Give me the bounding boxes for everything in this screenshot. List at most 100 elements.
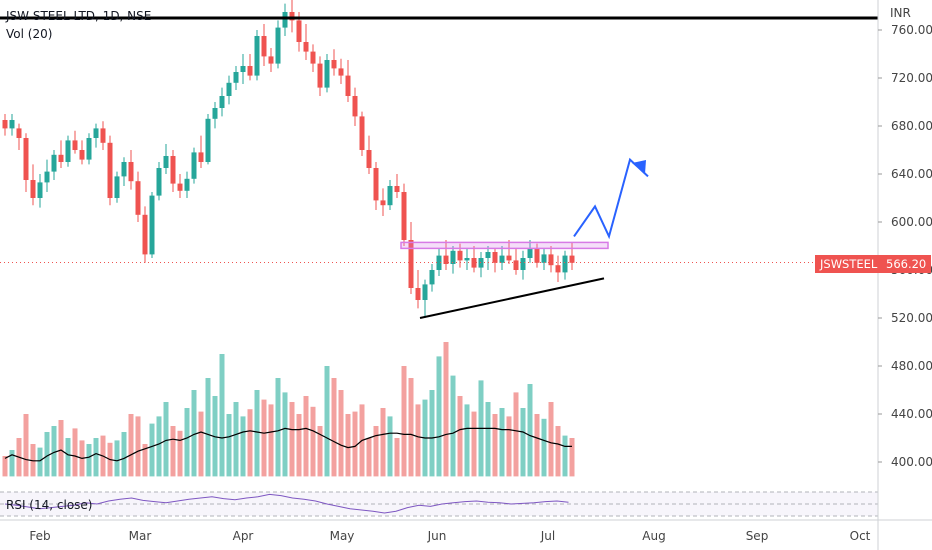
volume-label: Vol (20) [6,27,52,41]
volume-bar [37,447,43,477]
volume-bar [366,438,372,477]
support-trendline [419,277,605,319]
candle-body [121,162,127,177]
candle-body [520,258,526,270]
candle-body [261,36,267,57]
volume-bar [310,406,316,477]
volume-bar [282,392,288,477]
volume-bar [163,402,169,477]
volume-bar [149,423,155,477]
rsi-label: RSI (14, close) [6,498,92,512]
candle-body [485,252,491,258]
volume-bar [324,366,330,477]
volume-bar [373,426,379,477]
time-tick-label: Jul [540,529,555,543]
volume-bar [58,420,64,477]
candle-body [100,128,106,143]
candle-body [450,250,456,264]
volume-bar [506,416,512,477]
time-tick-label: Feb [29,529,50,543]
rsi-band [0,492,878,516]
candle-body [303,42,309,52]
volume-bar [198,411,204,477]
volume-bar [170,426,176,477]
volume-bar [93,438,99,477]
candle-body [226,82,232,96]
candle-body [338,68,344,76]
candle-body [275,27,281,64]
price-tick-label: 680.00 [891,119,932,133]
candle-body [9,120,15,129]
volume-bar [240,416,246,477]
time-tick-label: Sep [746,529,769,543]
candle-body [401,192,407,240]
candle-body [373,168,379,201]
volume-bar [121,432,127,477]
volume-bar [128,414,134,477]
price-tick-label: 640.00 [891,167,932,181]
candle-body [366,150,372,168]
volume-bar [191,390,197,477]
currency-label: INR [890,6,911,20]
price-tick-label: 760.00 [891,23,932,37]
volume-bar [247,409,253,477]
volume-bar [408,378,414,477]
volume-bar [464,404,470,477]
volume-bar [261,399,267,477]
candle-body [16,128,22,138]
volume-bar [541,418,547,477]
candle-body [163,156,169,168]
time-tick-label: Apr [233,529,254,543]
candle-body [562,255,568,273]
candle-body [471,258,477,268]
time-tick-label: Oct [850,529,871,543]
candle-body [37,182,43,198]
volume-bar [44,432,50,477]
rsi-line [4,493,569,514]
volume-bar [471,411,477,477]
volume-bar [268,404,274,477]
time-tick-label: Jun [427,529,447,543]
candle-body [345,75,351,96]
candle-body [79,150,85,160]
volume-bar [205,378,211,477]
candle-body [394,186,400,192]
price-tick-label: 600.00 [891,215,932,229]
volume-bar [254,390,260,477]
volume-bar [352,411,358,477]
chart-title: JSW STEEL LTD, 1D, NSE [5,9,151,23]
candle-body [492,252,498,263]
candle-body [72,140,78,150]
volume-bar [394,438,400,477]
candle-body [555,265,561,273]
candle-body [443,255,449,264]
candle-body [457,250,463,261]
candle-body [219,96,225,108]
price-tick-label: 720.00 [891,71,932,85]
volume-bar [569,438,575,477]
candle-body [324,60,330,88]
volume-bar [527,384,533,477]
candle-body [2,120,8,129]
symbol-tag: JSWSTEEL [815,255,883,273]
volume-bar [345,414,351,477]
volume-bar [142,444,148,477]
volume-bar [485,402,491,477]
volume-bar [86,444,92,477]
annotation-layer [0,16,878,319]
candle-body [51,154,57,172]
candle-body [415,288,421,300]
candle-body [436,255,442,270]
candle-body [317,63,323,88]
candle-body [268,56,274,64]
volume-bar [436,356,442,477]
candle-body [240,66,246,72]
volume-ma-line [4,427,572,462]
candle-body [198,152,204,162]
volume-bar [555,426,561,477]
candle-body [513,260,519,270]
volume-bar [72,428,78,477]
candle-body [23,138,29,180]
candle-body [44,171,50,183]
